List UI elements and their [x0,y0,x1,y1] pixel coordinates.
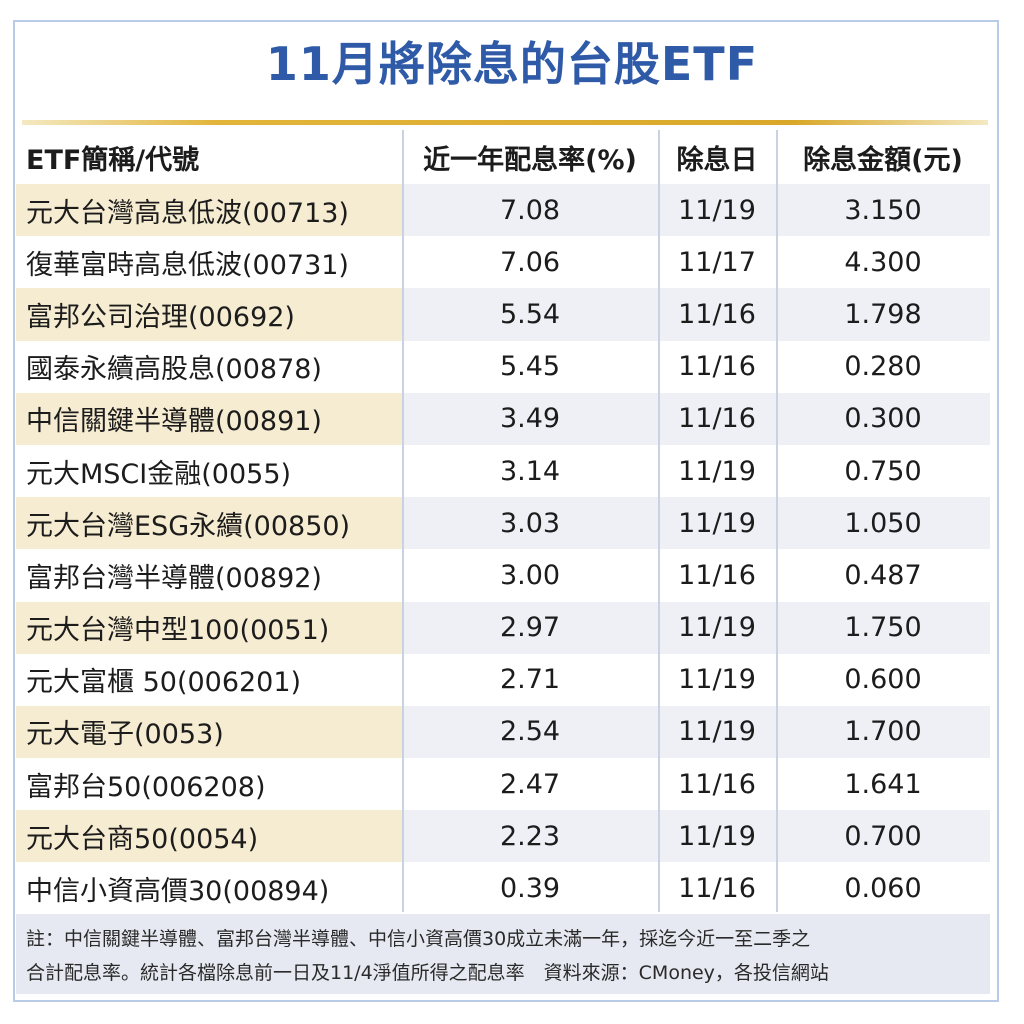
etf-table: ETF簡稱/代號 近一年配息率(%) 除息日 除息金額(元) 元大台灣高息低波(… [16,130,990,915]
etf-name-cell: 元大富櫃 50(006201) [26,667,302,699]
etf-name-cell: 中信小資高價30(00894) [26,876,330,908]
footnote: 註：中信關鍵半導體、富邦台灣半導體、中信小資高價30成立未滿一年，採迄今近一至二… [16,914,990,994]
ex-date-cell: 11/16 [678,559,756,591]
yield-cell: 7.08 [402,184,658,237]
etf-name-cell: 元大台灣高息低波(00713) [16,184,402,237]
etf-name-cell: 元大電子(0053) [16,705,402,759]
amount-cell: 0.280 [844,351,922,383]
header-etf-name: ETF簡稱/代號 [26,144,200,176]
header-yield: 近一年配息率(%) [423,144,637,176]
table-row: 元大電子(0053) 2.54 11/19 1.700 [16,705,990,759]
yield-cell: 3.49 [402,392,658,445]
etf-name-cell: 元大台商50(0054) [16,810,402,863]
yield-cell: 0.39 [499,873,561,905]
table-header-row: ETF簡稱/代號 近一年配息率(%) 除息日 除息金額(元) [16,130,990,184]
yield-cell: 3.03 [402,497,658,550]
yield-cell: 5.54 [402,288,658,341]
ex-date-cell: 11/19 [658,497,776,550]
table-row: 富邦台50(006208) 2.47 11/16 1.641 [16,758,990,810]
amount-cell: 0.600 [844,664,922,696]
etf-name-cell: 中信關鍵半導體(00891) [16,392,402,445]
etf-name-cell: 國泰永續高股息(00878) [26,354,322,386]
ex-date-cell: 11/16 [678,768,756,800]
table-row: 國泰永續高股息(00878) 5.45 11/16 0.280 [16,341,990,393]
ex-date-cell: 11/16 [658,392,776,445]
title-divider [22,120,988,125]
table-row: 元大MSCI金融(0055) 3.14 11/19 0.750 [16,445,990,497]
amount-cell: 0.750 [844,455,922,487]
column-divider [402,130,404,912]
ex-date-cell: 11/19 [658,705,776,759]
etf-name-cell: 富邦公司治理(00692) [16,288,402,341]
table-body: 元大台灣高息低波(00713) 7.08 11/19 3.150 復華富時高息低波(00… [16,184,990,915]
yield-cell: 3.00 [499,559,561,591]
etf-name-cell: 元大台灣中型100(0051) [16,601,402,654]
amount-cell: 4.300 [844,246,922,278]
table-row: 元大富櫃 50(006201) 2.71 11/19 0.600 [16,654,990,706]
ex-date-cell: 11/19 [658,601,776,654]
ex-date-cell: 11/19 [658,184,776,237]
ex-date-cell: 11/19 [678,455,756,487]
yield-cell: 3.14 [499,455,561,487]
yield-cell: 2.47 [499,768,561,800]
ex-date-cell: 11/17 [678,246,756,278]
column-divider [658,130,660,912]
amount-cell: 1.700 [776,705,990,759]
ex-date-cell: 11/16 [658,288,776,341]
table-row: 復華富時高息低波(00731) 7.06 11/17 4.300 [16,236,990,288]
yield-cell: 5.45 [499,351,561,383]
table-row: 中信關鍵半導體(00891) 3.49 11/16 0.300 [16,392,990,445]
etf-name-cell: 元大MSCI金融(0055) [26,458,292,490]
amount-cell: 3.150 [776,184,990,237]
amount-cell: 0.487 [844,559,922,591]
footnote-line-1: 註：中信關鍵半導體、富邦台灣半導體、中信小資高價30成立未滿一年，採迄今近一至二… [26,928,811,950]
amount-cell: 0.700 [776,810,990,863]
amount-cell: 1.641 [844,768,922,800]
amount-cell: 0.060 [844,873,922,905]
yield-cell: 2.97 [402,601,658,654]
header-amount: 除息金額(元) [803,144,963,176]
amount-cell: 1.750 [776,601,990,654]
amount-cell: 1.050 [776,497,990,550]
table-row: 元大台灣ESG永續(00850) 3.03 11/19 1.050 [16,497,990,550]
page-title: 11月將除息的台股ETF [265,37,759,91]
etf-name-cell: 元大台灣ESG永續(00850) [16,497,402,550]
etf-name-cell: 復華富時高息低波(00731) [26,249,349,281]
table-row: 元大台商50(0054) 2.23 11/19 0.700 [16,810,990,863]
yield-cell: 2.23 [402,810,658,863]
table-row: 中信小資高價30(00894) 0.39 11/16 0.060 [16,862,990,914]
yield-cell: 2.54 [402,705,658,759]
etf-name-cell: 富邦台灣半導體(00892) [26,562,322,594]
yield-cell: 7.06 [499,246,561,278]
amount-cell: 1.798 [776,288,990,341]
ex-date-cell: 11/19 [658,810,776,863]
footnote-line-2: 合計配息率。統計各檔除息前一日及11/4淨值所得之配息率 資料來源：CMoney… [26,962,829,984]
ex-date-cell: 11/19 [678,664,756,696]
column-divider [776,130,778,912]
yield-cell: 2.71 [499,664,561,696]
header-ex-date: 除息日 [676,144,758,176]
table-row: 元大台灣中型100(0051) 2.97 11/19 1.750 [16,601,990,654]
ex-date-cell: 11/16 [678,873,756,905]
table-row: 富邦台灣半導體(00892) 3.00 11/16 0.487 [16,549,990,601]
table-row: 富邦公司治理(00692) 5.54 11/16 1.798 [16,288,990,341]
ex-date-cell: 11/16 [678,351,756,383]
table-row: 元大台灣高息低波(00713) 7.08 11/19 3.150 [16,184,990,237]
etf-name-cell: 富邦台50(006208) [26,771,266,803]
amount-cell: 0.300 [776,392,990,445]
